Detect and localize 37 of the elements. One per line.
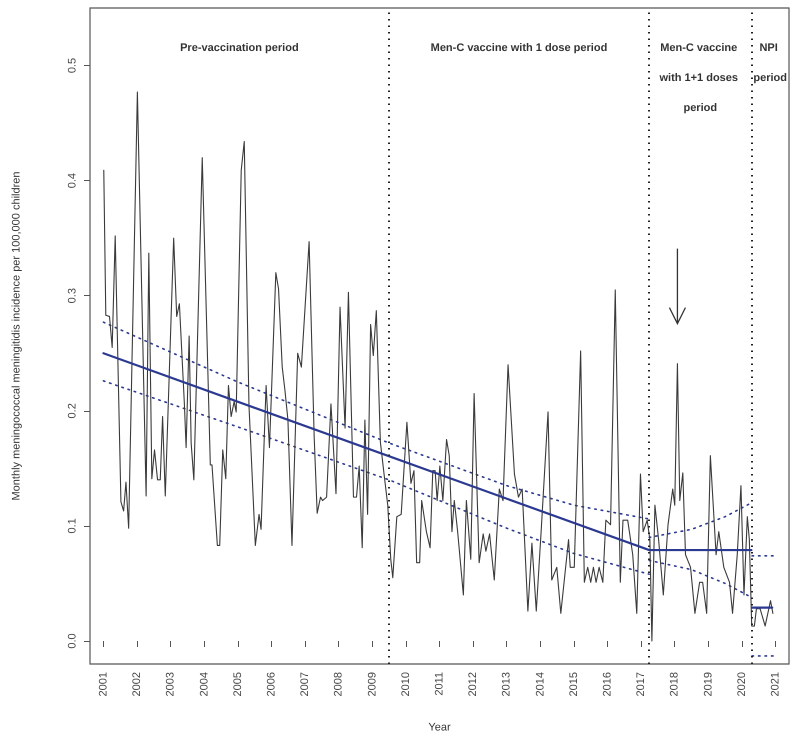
x-tick-label: 2021 [770,672,782,696]
x-tick-label: 2011 [434,672,446,696]
x-tick-label: 2004 [198,672,210,696]
x-tick-label: 2006 [265,672,278,696]
y-tick-label: 0.1 [66,518,78,534]
annotation: Pre-vaccination period [180,42,299,54]
x-axis-title: Year [428,722,451,734]
y-tick-label: 0.3 [66,288,78,304]
x-tick-label: 2009 [366,672,378,696]
x-tick-label: 2007 [299,672,312,696]
line-series [102,321,650,520]
x-tick-label: 2002 [131,672,144,696]
y-tick-label: 0.2 [66,403,78,418]
x-tick-label: 2010 [400,672,412,696]
text: NPI period [753,42,787,84]
y-tick-label: 0.4 [66,172,78,188]
x-tick-label: 2014 [534,672,546,696]
x-tick-label: 2003 [164,672,177,696]
annotation: Men-C vaccine with 1 dose period [430,42,608,54]
x-tick-label: 2005 [232,672,244,696]
x-tick-label: 2016 [602,672,614,696]
x-tick-label: 2001 [97,672,110,696]
line-series [102,380,650,576]
y-tick-label: 0.5 [66,58,78,74]
x-tick-label: 2013 [500,672,513,696]
text: Men-C vaccine with 1+1 doses period [659,42,738,114]
x-tick-label: 2012 [467,672,480,696]
line-series [103,91,774,642]
x-tick-label: 2017 [635,672,648,696]
y-tick-label: 0.0 [66,633,78,649]
line-series [648,502,752,538]
y-axis-title: Monthly meningococcal meningitidis incidence per 100,000 children [10,172,22,500]
x-tick-label: 2019 [702,672,714,696]
x-tick-label: 2008 [332,672,345,696]
x-tick-label: 2018 [668,672,681,696]
x-tick-label: 2015 [568,672,580,696]
x-tick-label: 2020 [736,672,748,696]
